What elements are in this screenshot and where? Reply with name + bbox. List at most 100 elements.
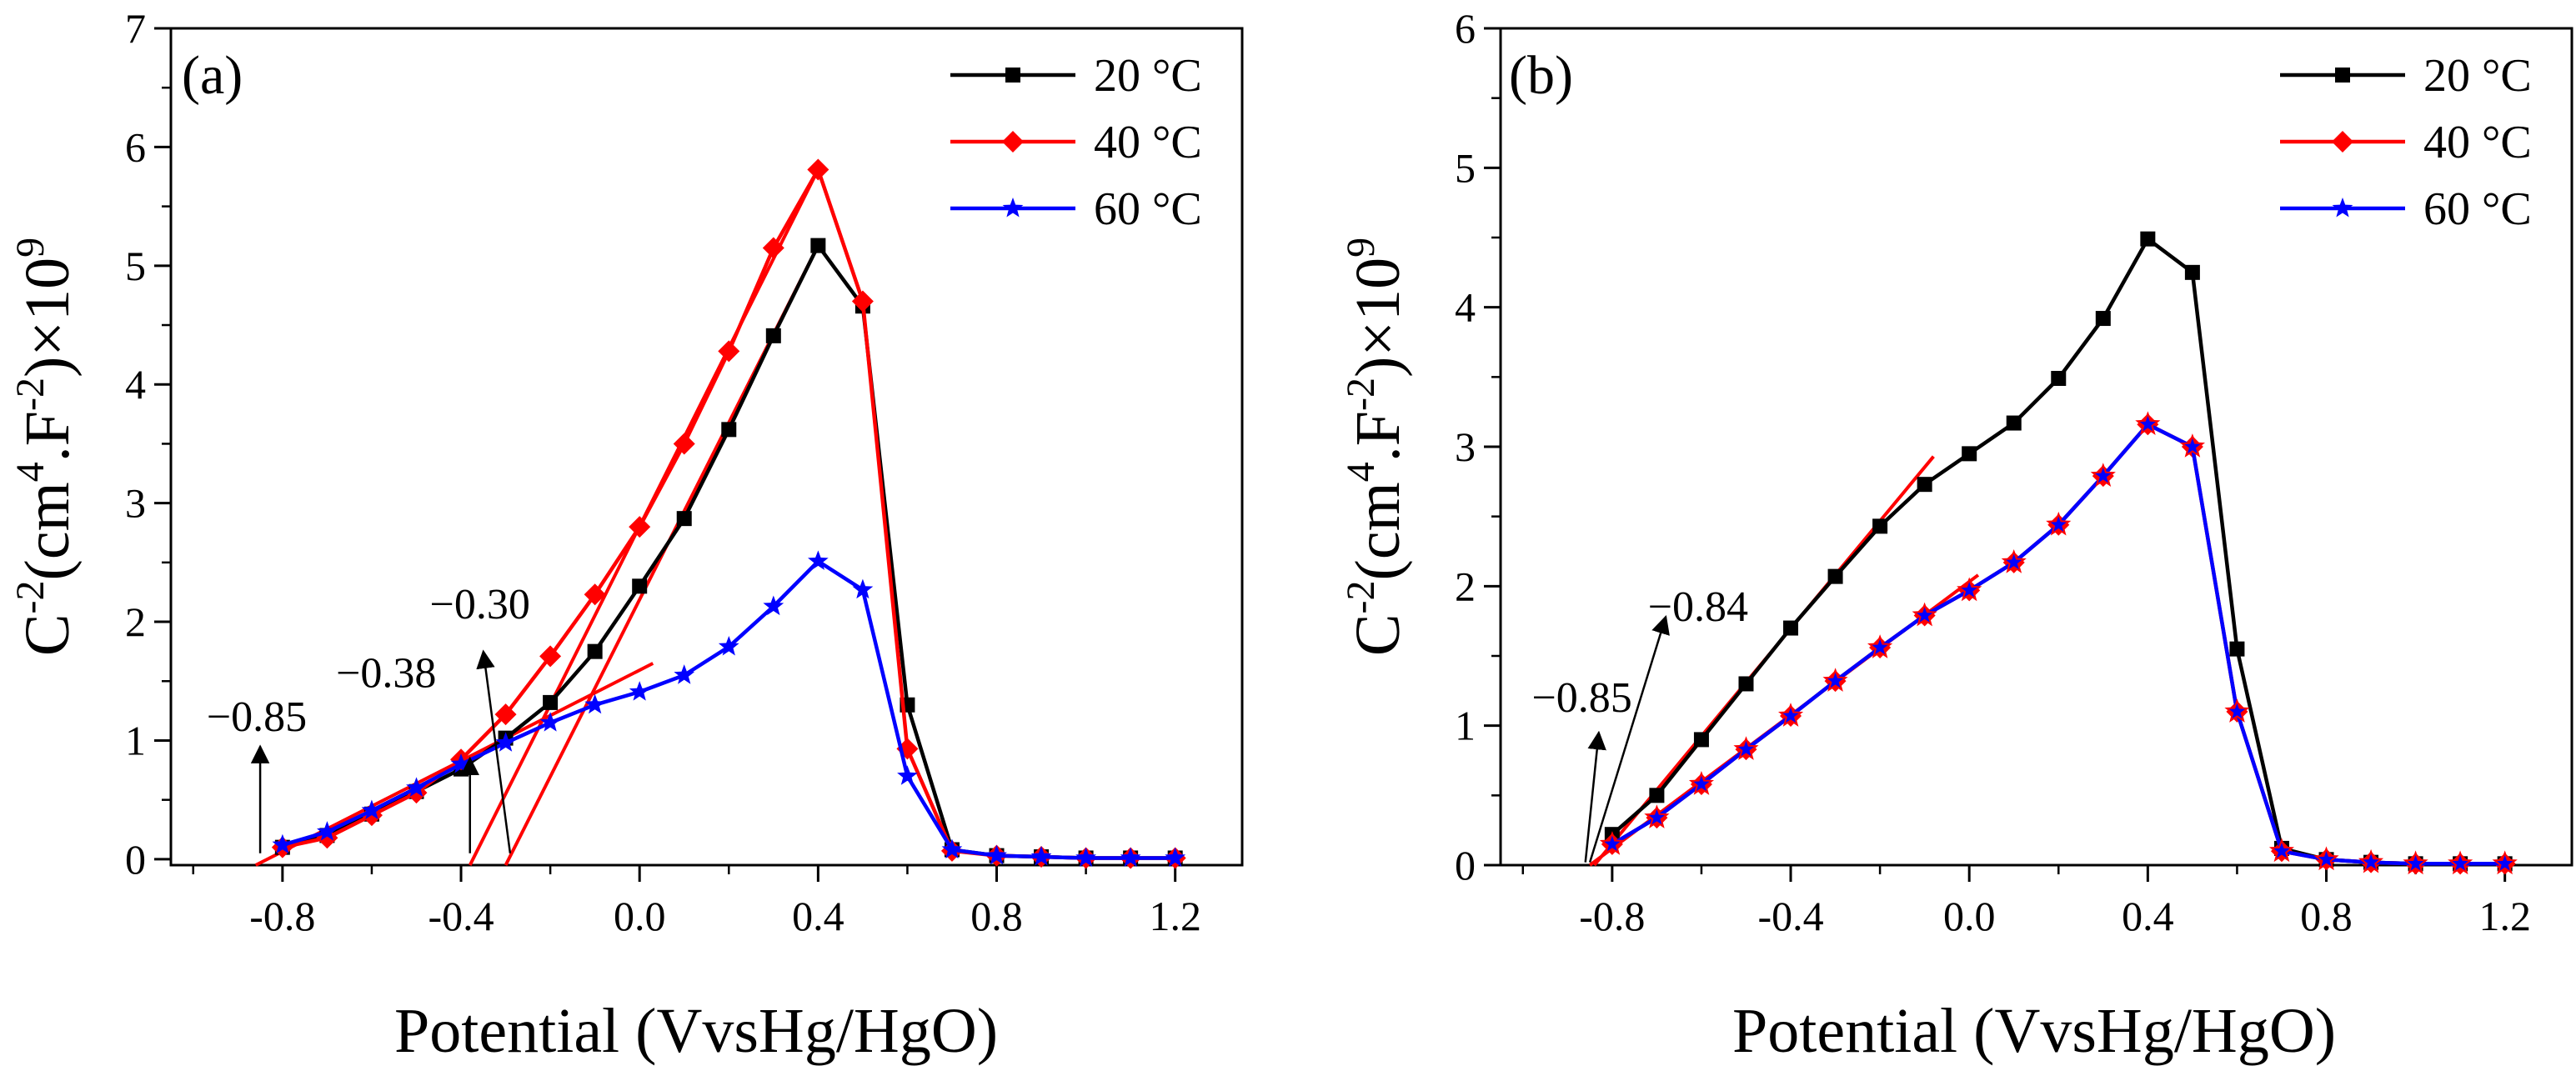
series-line xyxy=(282,243,1175,860)
series-line xyxy=(282,168,1175,860)
data-point xyxy=(1644,804,1670,828)
y-tick-label: 6 xyxy=(1455,5,1476,52)
y-tick-label: 3 xyxy=(125,480,146,527)
data-point xyxy=(1778,703,1804,727)
y-tick-label: 1 xyxy=(125,717,146,763)
ylabel-part: 9 xyxy=(8,238,53,258)
annotations: −0.85 −0.38 −0.30 xyxy=(207,581,530,853)
legend-marker xyxy=(2335,68,2350,83)
svg-text:C-2(cm4.F-2)×109: C-2(cm4.F-2)×109 xyxy=(8,238,83,656)
y-tick-label: 2 xyxy=(1455,563,1476,609)
chart-panel-b: (b) C-2(cm4.F-2)×109 Potential (VvsHg/Hg… xyxy=(1339,5,2573,1066)
data-point xyxy=(808,550,829,570)
data-point xyxy=(807,158,829,181)
ylabel-part: (cm xyxy=(13,482,83,580)
data-point xyxy=(2492,850,2518,875)
y-tick-label: 1 xyxy=(1455,703,1476,749)
annotations: −0.85 −0.84 xyxy=(1531,583,1748,863)
x-tick-label: -0.4 xyxy=(428,893,494,939)
ylabel-part: )×10 xyxy=(1343,258,1413,378)
data-point xyxy=(941,838,963,858)
ylabel-part: -2 xyxy=(8,580,53,613)
annotation-label: −0.85 xyxy=(207,693,307,741)
ylabel-part: .F xyxy=(13,411,83,462)
annotation-label: −0.30 xyxy=(430,581,530,628)
panel-label: (a) xyxy=(182,45,243,106)
panel-label: (b) xyxy=(1509,45,1573,106)
data-point xyxy=(1827,568,1843,584)
x-tick-label: -0.4 xyxy=(1757,893,1823,939)
ylabel-part: (cm xyxy=(1343,482,1413,580)
data-point xyxy=(2179,433,2206,458)
x-tick-label: 1.2 xyxy=(2478,893,2531,939)
legend-marker xyxy=(1002,131,1024,153)
ylabel-part: .F xyxy=(1343,411,1413,462)
data-point xyxy=(2403,850,2428,875)
chart-panel-a: (a) C-2(cm4.F-2)×109 Potential (VvsHg/Hg… xyxy=(8,5,1244,1066)
ticks: -0.8 -0.4 0.0 0.4 0.8 1.2 0 1 2 3 4 5 6 7 xyxy=(125,5,1201,939)
data-point xyxy=(852,578,874,599)
data-point xyxy=(721,422,737,438)
data-point xyxy=(2224,698,2250,723)
y-tick-label: 6 xyxy=(125,123,146,170)
data-point xyxy=(1917,477,1932,493)
x-tick-label: -0.8 xyxy=(1579,893,1645,939)
data-point xyxy=(763,595,784,616)
data-point xyxy=(2090,463,2116,488)
data-point xyxy=(897,765,918,785)
data-point xyxy=(2051,371,2067,387)
y-tick-label: 4 xyxy=(1455,284,1476,331)
data-point xyxy=(1822,668,1848,692)
fit-lines xyxy=(254,168,820,867)
data-point xyxy=(2358,848,2384,873)
y-tick-label: 0 xyxy=(125,836,146,883)
ticks: -0.8 -0.4 0.0 0.4 0.8 1.2 0 1 2 3 4 5 6 xyxy=(1455,5,2531,939)
data-point xyxy=(2448,850,2473,875)
legend: 20 °C 40 °C 60 °C xyxy=(950,50,1202,235)
ylabel-part: -2 xyxy=(8,378,53,411)
ylabel-part: C xyxy=(1343,613,1413,656)
y-tick-label: 2 xyxy=(125,598,146,645)
data-point xyxy=(2001,549,2027,573)
data-point xyxy=(2184,264,2200,280)
legend: 20 °C 40 °C 60 °C xyxy=(2280,50,2532,235)
data-point xyxy=(2135,411,2161,436)
y-tick-label: 3 xyxy=(1455,423,1476,470)
data-point xyxy=(718,636,739,656)
data-point xyxy=(1957,577,1982,602)
data-point xyxy=(629,681,650,701)
data-point xyxy=(1783,620,1799,636)
x-tick-label: 0.8 xyxy=(970,893,1023,939)
annotation-arrow xyxy=(476,649,512,853)
data-point xyxy=(676,511,692,527)
data-point xyxy=(2229,641,2245,657)
data-point xyxy=(495,732,516,752)
data-point xyxy=(272,833,293,854)
data-point xyxy=(1120,847,1141,867)
ylabel-part: 4 xyxy=(8,462,53,482)
data-point xyxy=(543,694,559,710)
data-point xyxy=(986,844,1007,865)
svg-text:C-2(cm4.F-2)×109: C-2(cm4.F-2)×109 xyxy=(1339,238,1413,656)
series-line xyxy=(1611,422,2505,866)
data-point xyxy=(1075,847,1096,867)
legend-marker xyxy=(2332,131,2353,153)
x-tick-label: -0.8 xyxy=(249,893,315,939)
legend-marker xyxy=(2332,198,2353,218)
plot-frame xyxy=(1499,27,2573,867)
data-point xyxy=(2046,511,2072,536)
series-group xyxy=(1599,231,2518,875)
data-point xyxy=(1688,771,1715,795)
data-point xyxy=(1912,602,1937,627)
x-axis-title: Potential (VvsHg/HgO) xyxy=(1732,996,2336,1066)
data-point xyxy=(2006,415,2022,431)
annotation-label: −0.84 xyxy=(1648,583,1748,631)
y-tick-label: 0 xyxy=(1455,842,1476,888)
y-tick-label: 5 xyxy=(125,243,146,289)
data-point xyxy=(1165,847,1186,867)
data-point xyxy=(1693,732,1709,748)
data-point xyxy=(1733,736,1759,760)
data-point xyxy=(584,583,606,606)
ylabel-part: 9 xyxy=(1339,238,1383,258)
